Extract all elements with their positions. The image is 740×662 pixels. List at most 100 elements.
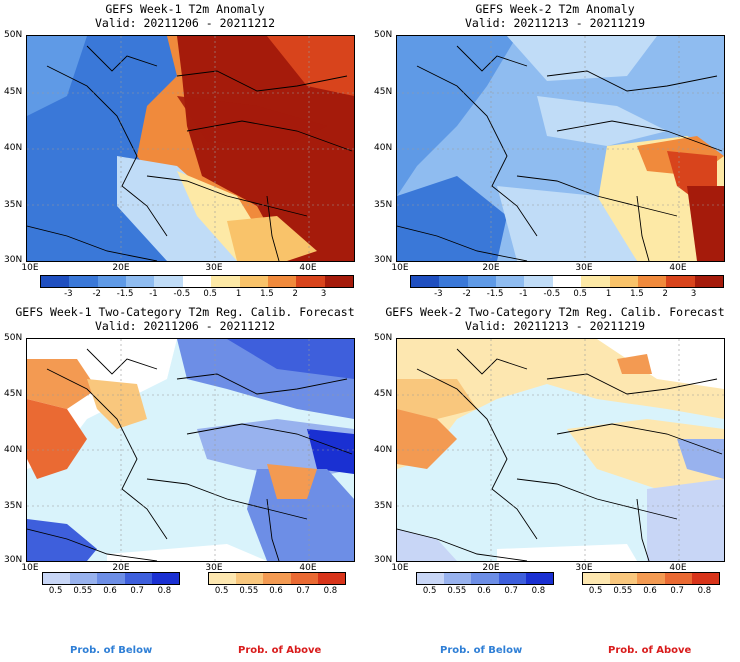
colorbar-swatch	[467, 276, 497, 287]
colorbar-swatch	[610, 573, 638, 584]
colorbar-tick-label: 0.5	[422, 586, 437, 596]
colorbar-tick-label: 0.6	[477, 586, 491, 596]
lat-label: 40N	[4, 445, 23, 455]
colorbar-swatch	[417, 573, 445, 584]
panel-week2-anomaly: GEFS Week-2 T2m Anomaly Valid: 20211213 …	[370, 0, 740, 300]
anomaly-map-week2	[396, 35, 725, 262]
colorbar-tick-label: -1.5	[486, 289, 504, 299]
colorbar-swatch	[126, 276, 155, 287]
colorbar-swatch	[70, 573, 98, 584]
prob-below-label: Prob. of Below	[70, 645, 153, 656]
colorbar-swatch	[97, 573, 125, 584]
colorbar-tick-label: 1	[235, 289, 242, 299]
colorbar-swatch	[182, 276, 212, 287]
colorbar-tick-label: 0.5	[573, 289, 587, 299]
lat-label: 40N	[4, 143, 23, 153]
colorbar-swatch	[151, 573, 180, 584]
colorbar-tick-label: 0.55	[447, 586, 467, 596]
lon-label: 20E	[482, 263, 500, 273]
lon-label: 10E	[391, 563, 409, 573]
colorbar-swatch	[239, 276, 268, 287]
lon-label: 30E	[575, 563, 593, 573]
lat-label: 45N	[374, 389, 393, 399]
anomaly-colorbar	[40, 275, 354, 288]
lon-label: 10E	[21, 563, 39, 573]
lat-label: 30N	[374, 555, 393, 565]
panel-valid-dates: Valid: 20211213 - 20211219	[464, 16, 645, 30]
colorbar-swatch	[439, 276, 468, 287]
colorbar-tick-label: 0.7	[504, 586, 518, 596]
colorbar-tick-label: 3	[690, 289, 697, 299]
colorbar-tick-label: 0.5	[48, 586, 63, 596]
prob-above-label: Prob. of Above	[238, 645, 322, 656]
colorbar-swatch	[637, 276, 667, 287]
colorbar-tick-label: 0.55	[73, 586, 93, 596]
colorbar-tick-label: 0.55	[613, 586, 633, 596]
colorbar-swatch	[664, 573, 692, 584]
lat-label: 30N	[4, 255, 23, 265]
colorbar-swatch	[69, 276, 98, 287]
lat-label: 45N	[4, 87, 23, 97]
above-probability-colorbar	[582, 572, 720, 585]
colorbar-tick-label: 0.8	[697, 586, 712, 596]
colorbar-swatch	[267, 276, 297, 287]
colorbar-tick-label: 0.8	[157, 586, 172, 596]
lat-label: 35N	[4, 200, 23, 210]
panel-title: GEFS Week-2 Two-Category T2m Reg. Calib.…	[385, 305, 725, 319]
panel-title: GEFS Week-2 T2m Anomaly	[475, 2, 635, 16]
lat-label: 50N	[4, 30, 23, 40]
colorbar-swatch	[124, 573, 152, 584]
lon-label: 30E	[205, 563, 223, 573]
colorbar-swatch	[263, 573, 291, 584]
colorbar-swatch	[317, 573, 346, 584]
colorbar-tick-label: 0.8	[531, 586, 546, 596]
colorbar-swatch	[444, 573, 472, 584]
colorbar-tick-label: -1.5	[116, 289, 134, 299]
panel-week1-probability: GEFS Week-1 Two-Category T2m Reg. Calib.…	[0, 300, 370, 662]
colorbar-tick-label: -2	[92, 289, 101, 299]
colorbar-tick-label: -2	[462, 289, 471, 299]
lon-label: 30E	[575, 263, 593, 273]
colorbar-tick-label: 0.7	[296, 586, 310, 596]
panel-title: GEFS Week-1 T2m Anomaly	[105, 2, 265, 16]
colorbar-swatch	[471, 573, 499, 584]
colorbar-swatch	[498, 573, 526, 584]
lon-label: 20E	[112, 263, 130, 273]
lon-label: 40E	[669, 263, 687, 273]
colorbar-tick-label: 0.5	[214, 586, 229, 596]
lat-label: 35N	[4, 501, 23, 511]
panel-week1-anomaly: GEFS Week-1 T2m Anomaly Valid: 20211206 …	[0, 0, 370, 300]
colorbar-tick-label: -0.5	[543, 289, 561, 299]
colorbar-swatch	[666, 276, 695, 287]
colorbar-tick-label: -0.5	[173, 289, 191, 299]
panel-valid-dates: Valid: 20211206 - 20211212	[94, 16, 275, 30]
lat-label: 35N	[374, 501, 393, 511]
colorbar-swatch	[609, 276, 638, 287]
lat-label: 45N	[4, 389, 23, 399]
lat-label: 30N	[4, 555, 23, 565]
colorbar-swatch	[97, 276, 127, 287]
colorbar-tick-label: 0.5	[588, 586, 603, 596]
colorbar-tick-label: 0.6	[643, 586, 657, 596]
colorbar-tick-label: 1.5	[260, 289, 274, 299]
anomaly-map-week1	[26, 35, 355, 262]
panel-valid-dates: Valid: 20211213 - 20211219	[464, 319, 645, 333]
colorbar-swatch	[211, 276, 240, 287]
colorbar-tick-label: 0.6	[269, 586, 283, 596]
lat-label: 50N	[374, 333, 393, 343]
colorbar-tick-label: 0.7	[130, 586, 144, 596]
lat-label: 50N	[4, 333, 23, 343]
colorbar-tick-label: 3	[320, 289, 327, 299]
lat-label: 45N	[374, 87, 393, 97]
colorbar-swatch	[290, 573, 318, 584]
colorbar-tick-label: -3	[434, 289, 443, 299]
colorbar-swatch	[524, 276, 553, 287]
below-probability-colorbar	[42, 572, 180, 585]
colorbar-tick-label: 1.5	[630, 289, 644, 299]
lat-label: 50N	[374, 30, 393, 40]
colorbar-swatch	[324, 276, 353, 287]
colorbar-swatch	[637, 573, 665, 584]
colorbar-tick-label: 0.5	[203, 289, 217, 299]
probability-map-week2	[396, 338, 725, 562]
colorbar-tick-label: 0.55	[239, 586, 259, 596]
